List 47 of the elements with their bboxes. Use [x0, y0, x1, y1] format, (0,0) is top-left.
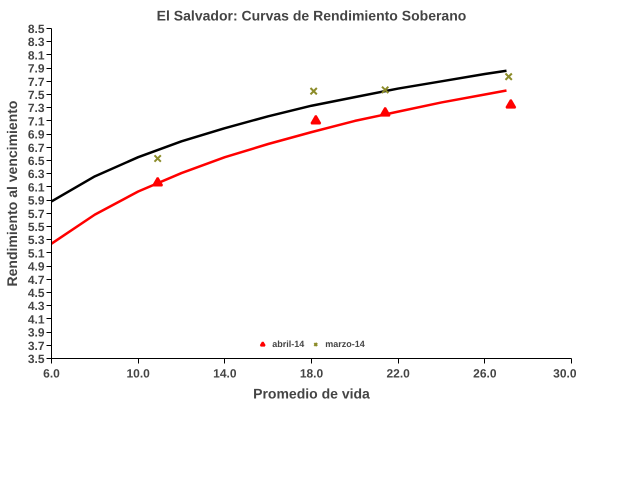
y-tick-label: 4.7 [28, 272, 45, 287]
x-tick-label: 14.0 [213, 366, 237, 380]
y-tick-label: 7.9 [28, 62, 45, 76]
chart-title: El Salvador: Curvas de Rendimiento Soberano [156, 8, 466, 24]
y-tick-label: 6.7 [28, 140, 45, 155]
x-tick-label: 30.0 [553, 366, 577, 380]
y-tick-label: 6.5 [28, 154, 45, 168]
y-tick-label: 4.5 [28, 286, 45, 300]
y-tick-label: 5.9 [28, 194, 45, 208]
point [309, 87, 318, 96]
y-tick-label: 8.1 [28, 48, 45, 62]
x-tick-label: 22.0 [386, 366, 410, 380]
y-tick-label: 4.1 [28, 312, 45, 326]
line-series [52, 89, 508, 245]
y-tick-label: 4.9 [28, 260, 45, 274]
point [310, 114, 322, 124]
y-tick-label: 6.1 [28, 180, 45, 194]
y-tick-label: 7.1 [28, 114, 45, 128]
y-axis-title: Rendimiento al vencimiento [4, 100, 20, 286]
point [380, 106, 391, 117]
y-tick-label: 7.7 [28, 74, 45, 89]
y-tick-label: 8.5 [28, 22, 45, 36]
y-tick-label: 7.5 [28, 88, 45, 102]
y-tick-label: 5.1 [28, 246, 45, 260]
point [380, 86, 390, 94]
y-tick-label: 3.5 [28, 352, 45, 366]
y-tick-label: 6.9 [28, 128, 45, 142]
y-tick-label: 3.7 [28, 338, 45, 353]
point [153, 154, 162, 163]
y-tick-label: 8.3 [28, 35, 45, 50]
y-tick-label: 3.9 [28, 326, 45, 340]
point [505, 98, 516, 109]
y-tick-label: 5.7 [28, 206, 45, 221]
x-tick-label: 26.0 [473, 366, 497, 380]
x-tick-label: 6.0 [43, 366, 60, 380]
point [504, 72, 513, 81]
y-tick-label: 5.3 [28, 233, 45, 248]
y-tick-label: 5.5 [28, 220, 45, 234]
x-tick-label: 18.0 [300, 366, 324, 380]
x-axis-title: Promedio de vida [253, 386, 370, 402]
y-tick-label: 6.3 [28, 167, 45, 182]
y-tick-label: 4.3 [28, 299, 45, 314]
x-tick-label: 10.0 [126, 366, 150, 380]
point [152, 176, 164, 187]
y-tick-label: 7.3 [28, 101, 45, 116]
legend-label: abril-14 [272, 339, 304, 349]
legend-label: marzo-14 [325, 339, 365, 349]
